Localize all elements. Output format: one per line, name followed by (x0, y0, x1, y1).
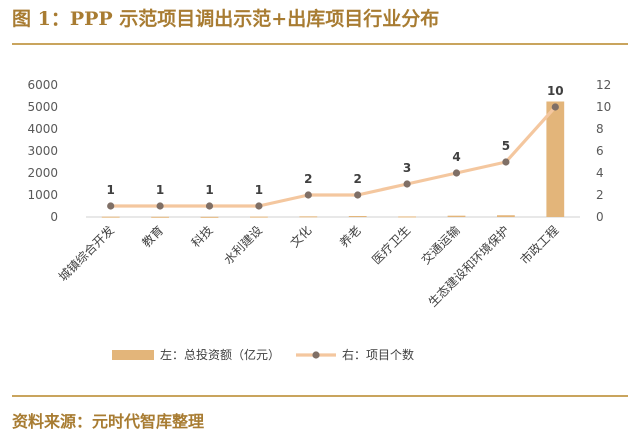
x-tick-label: 城镇综合开发 (55, 223, 117, 285)
y-right-tick-label: 6 (596, 144, 604, 158)
y-axis-left: 0 1000 2000 3000 4000 5000 6000 (27, 78, 58, 224)
y-left-tick-label: 5000 (27, 100, 58, 114)
bar (546, 101, 565, 217)
x-tick-label: 交通运输 (418, 223, 463, 268)
page-title: 图 1：PPP 示范项目调出示范+出库项目行业分布 (12, 8, 440, 30)
footer-divider (12, 395, 628, 397)
line-point (156, 202, 164, 210)
bar (101, 216, 120, 218)
y-right-tick-label: 2 (596, 188, 604, 202)
bar (151, 216, 169, 218)
bar (398, 216, 416, 218)
y-left-tick-label: 4000 (27, 122, 58, 136)
data-label: 1 (107, 183, 115, 197)
bar (200, 216, 219, 218)
line-point (354, 191, 362, 199)
bar-series (101, 101, 565, 218)
y-left-tick-label: 0 (50, 210, 58, 224)
x-tick-label: 水利建设 (221, 223, 265, 267)
data-label: 3 (403, 161, 411, 175)
legend: 左：总投资额（亿元） 右：项目个数 (112, 347, 414, 362)
y-right-tick-label: 10 (596, 100, 611, 114)
line-point (107, 202, 115, 210)
data-label: 10 (547, 84, 564, 98)
bar (250, 216, 268, 218)
bar (348, 216, 367, 218)
bar (497, 215, 515, 217)
legend-swatch-marker (312, 351, 320, 359)
legend-label-bar: 左：总投资额（亿元） (160, 347, 280, 362)
line-point (452, 169, 461, 177)
legend-swatch-bar (112, 350, 154, 360)
line-point (304, 191, 312, 199)
line-point (255, 202, 263, 210)
data-labels: 1 1 1 1 2 2 3 4 5 10 (107, 84, 564, 197)
line-point (551, 103, 559, 111)
x-tick-label: 教育 (139, 223, 167, 251)
data-label: 5 (502, 139, 510, 153)
y-right-tick-label: 12 (596, 78, 611, 92)
data-label: 1 (156, 183, 164, 197)
data-label: 4 (452, 150, 460, 164)
line-point (403, 180, 411, 188)
line-point (502, 158, 510, 166)
x-tick-label: 医疗卫生 (369, 223, 413, 267)
data-label: 1 (255, 183, 263, 197)
x-tick-label: 养老 (336, 223, 364, 251)
x-tick-label: 生态建设和环境保护 (425, 223, 512, 310)
line-series (107, 103, 559, 210)
y-left-tick-label: 2000 (27, 166, 58, 180)
x-tick-label: 科技 (189, 223, 216, 250)
x-tick-label: 文化 (287, 223, 315, 251)
y-right-tick-label: 4 (596, 166, 604, 180)
source-note: 资料来源：元时代智库整理 (12, 412, 205, 431)
bar (299, 216, 318, 218)
bar (447, 215, 466, 217)
series-line (110, 105, 557, 208)
legend-label-line: 右：项目个数 (342, 347, 414, 362)
data-label: 2 (354, 172, 362, 186)
title-divider (12, 43, 628, 45)
y-left-tick-label: 6000 (27, 78, 58, 92)
y-axis-right: 0 2 4 6 8 10 12 (596, 78, 611, 224)
y-left-tick-label: 1000 (27, 188, 58, 202)
y-right-tick-label: 0 (596, 210, 604, 224)
line-point (205, 202, 214, 210)
data-label: 2 (304, 172, 312, 186)
data-label: 1 (205, 183, 213, 197)
x-tick-label: 市政工程 (517, 223, 562, 268)
y-left-tick-label: 3000 (27, 144, 58, 158)
y-right-tick-label: 8 (596, 122, 604, 136)
